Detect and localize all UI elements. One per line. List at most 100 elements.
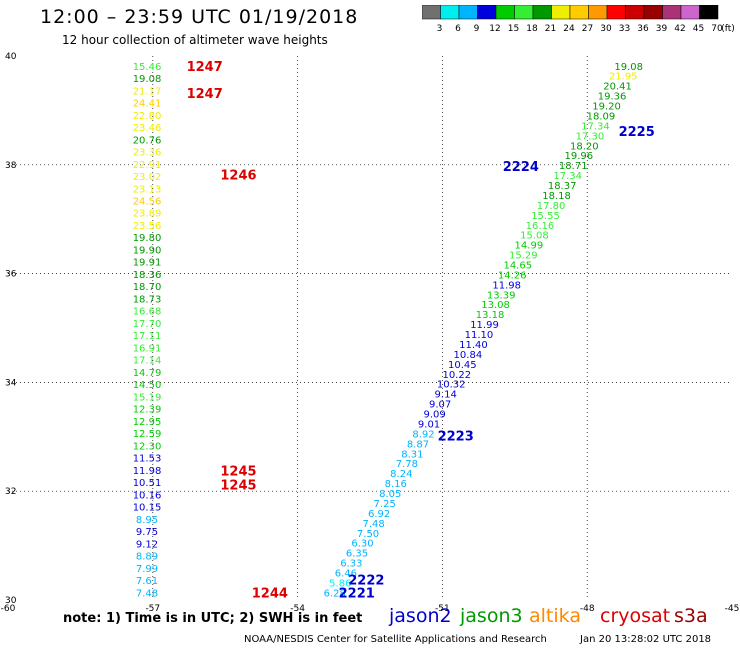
cycle-number-label: 2222 [348,573,384,588]
swh-data-label: 18.73 [133,294,162,305]
cycle-number-label: 1245 [220,465,256,480]
color-scale-tick: 39 [656,24,668,34]
swh-data-label: 23.02 [133,172,162,183]
swh-data-label: 19.20 [592,102,621,113]
swh-data-label: 18.18 [542,191,571,202]
y-tick-label: 38 [5,161,17,171]
swh-data-label: 8.16 [385,479,407,490]
swh-data-label: 23.89 [133,209,162,220]
swh-data-label: 20.76 [133,135,162,146]
color-scale-tick: 15 [508,24,519,34]
swh-data-label: 9.12 [136,539,158,550]
swh-data-label: 8.87 [407,439,429,450]
legend-jason3: jason3 [460,605,523,627]
credit-text: NOAA/NESDIS Center for Satellite Applica… [244,634,547,645]
color-scale-tick: 21 [545,24,556,34]
swh-data-label: 18.20 [570,141,599,152]
swh-data-label: 11.99 [470,320,499,331]
swh-data-label: 14.26 [498,270,527,281]
x-tick-label: -51 [435,604,450,614]
swh-data-label: 19.91 [133,258,162,269]
color-scale-legend: 3 6 9 12 15 18 21 24 27 30 33 36 39 42 45 70(ft) [422,5,734,34]
swh-data-label: 7.61 [136,576,158,587]
swh-data-label: 10.51 [133,478,162,489]
legend-jason2: jason2 [389,605,452,627]
swh-data-label: 6.28 [324,588,346,599]
timestamp-text: Jan 20 13:28:02 UTC 2018 [580,634,712,645]
color-scale-tick: 30 [600,24,612,34]
swh-data-label: 14.99 [515,241,544,252]
swh-data-label: 7.48 [136,588,158,599]
swh-data-label: 16.68 [133,307,162,318]
footnote: note: 1) Time is in UTC; 2) SWH is in fe… [63,611,363,626]
swh-data-label: 17.34 [553,171,582,182]
swh-data-label: 12.95 [133,417,162,428]
swh-data-label: 22.91 [133,160,162,171]
swh-data-label: 10.15 [133,503,162,514]
swh-data-label: 24.41 [133,99,162,110]
cycle-number-label: 1246 [220,169,256,184]
swh-data-label: 17.70 [133,319,162,330]
swh-data-label: 23.36 [133,148,162,159]
legend-s3a: s3a [674,605,708,627]
swh-data-label: 8.05 [379,489,401,500]
swh-data-label: 19.90 [133,245,162,256]
swh-data-label: 9.75 [136,527,158,538]
swh-data-label: 7.25 [374,499,396,510]
swh-data-label: 15.29 [509,251,538,262]
legend-cryosat: cryosat [600,605,671,627]
swh-data-label: 7.78 [396,459,418,470]
swh-data-label: 23.46 [133,123,162,134]
swh-data-label: 16.91 [133,343,162,354]
swh-data-label: 23.56 [133,221,162,232]
swh-data-label: 7.50 [357,529,379,540]
cycle-number-label: 2224 [503,160,539,175]
swh-data-label: 15.46 [133,62,162,73]
swh-data-label: 15.08 [520,231,549,242]
swh-data-label: 11.40 [459,340,488,351]
swh-data-label: 6.30 [351,539,373,550]
y-tick-label: 36 [5,270,17,280]
swh-data-label: 16.16 [526,221,555,232]
swh-data-label: 9.09 [423,410,445,421]
swh-data-label: 10.16 [133,490,162,501]
swh-data-label: 12.59 [133,429,162,440]
legend-altika: altika [529,605,581,627]
swh-data-label: 17.11 [133,331,162,342]
swh-data-label: 15.19 [133,392,162,403]
swh-data-label: 12.39 [133,405,162,416]
cycle-number-label: 1245 [220,479,256,494]
x-tick-label: -48 [580,604,595,614]
swh-data-label: 7.48 [362,519,384,530]
swh-data-label: 7.99 [136,564,158,575]
swh-data-label: 10.32 [437,380,466,391]
cycle-number-label: 1247 [187,60,223,75]
swh-data-label: 14.79 [133,368,162,379]
y-tick-label: 32 [5,487,16,497]
cycle-number-label: 2223 [438,430,474,445]
swh-data-label: 19.36 [598,92,627,103]
cycle-number-label: 2221 [339,586,375,601]
color-swatch [699,5,719,20]
cycle-number-label: 1244 [252,586,288,601]
y-tick-label: 30 [5,596,17,606]
color-scale-tick: 42 [674,24,685,34]
color-scale-tick: 6 [455,24,461,34]
swh-data-label: 21.17 [133,86,162,97]
swh-data-label: 12.30 [133,441,162,452]
swh-data-label: 6.35 [346,549,368,560]
swh-data-label: 20.41 [603,82,632,93]
cycle-number-label: 2225 [619,125,655,140]
swh-data-label: 9.07 [429,400,451,411]
swh-data-label: 18.71 [559,161,588,172]
color-scale-tick: 3 [437,24,443,34]
swh-data-label: 19.80 [133,233,162,244]
color-scale-tick: 45 [693,24,704,34]
cycle-number-label: 1247 [187,87,223,102]
y-tick-label: 40 [5,52,17,62]
swh-data-label: 8.95 [136,515,158,526]
swh-data-label: 18.37 [548,181,577,192]
swh-data-label: 11.10 [465,330,494,341]
swh-data-label: 17.14 [133,356,162,367]
